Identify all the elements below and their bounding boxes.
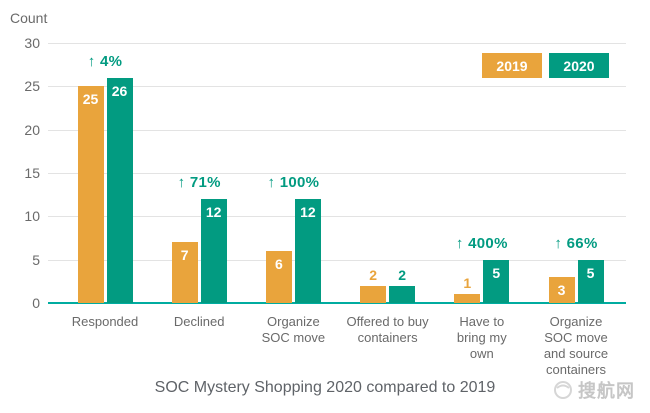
x-axis-label: Have to bring my own (456, 314, 507, 361)
x-axis-label: Organize SOC move (261, 314, 326, 345)
y-tick-label: 20 (24, 121, 40, 138)
y-tick-label: 0 (32, 295, 40, 311)
bar-2019 (171, 242, 198, 303)
grid-line (48, 173, 626, 174)
chart-title: SOC Mystery Shopping 2020 compared to 20… (154, 379, 496, 396)
x-axis-label: Offered to buy containers (346, 314, 429, 345)
legend-item-2019: 2019 (482, 53, 542, 78)
y-tick-label: 15 (24, 165, 40, 181)
y-tick-label: 10 (24, 208, 40, 225)
bar-2020 (200, 199, 227, 303)
bar-value-label: 5 (586, 264, 595, 281)
bar-2020 (577, 259, 604, 303)
y-tick-label: 25 (24, 78, 40, 95)
pct-change-annotation: ↑ 66% (554, 234, 598, 252)
x-axis-label: Organize SOC move and source containers (543, 314, 609, 377)
bar-value-label: 5 (492, 264, 501, 281)
bar-2019 (548, 277, 575, 303)
bar-2019 (360, 285, 387, 303)
grid-line (48, 216, 626, 218)
bar-2020 (389, 285, 416, 303)
x-axis-label: Declined (173, 314, 225, 329)
bar-value-label: 1 (463, 275, 472, 292)
bar-value-label: 26 (111, 82, 128, 99)
pct-change-annotation: ↑ 4% (87, 52, 123, 70)
bar-value-label: 12 (300, 204, 316, 220)
bar-2019 (265, 251, 292, 303)
pct-change-annotation: ↑ 71% (177, 174, 221, 191)
legend-item-2020: 2020 (549, 53, 609, 78)
y-axis-title: Count (10, 10, 48, 26)
bar-value-label: 2 (398, 266, 406, 283)
y-tick-label: 5 (32, 251, 40, 268)
bar-value-label: 12 (205, 204, 222, 220)
bar-2019 (454, 294, 481, 303)
pct-change-annotation: ↑ 400% (455, 234, 508, 252)
grid-line (48, 86, 626, 88)
watermark-text: 搜航网 (578, 381, 635, 401)
bar-value-label: 3 (557, 282, 566, 298)
x-axis-line (48, 302, 626, 304)
bar-2020 (106, 77, 133, 303)
grid-line (48, 129, 626, 131)
bar-value-label: 6 (274, 256, 283, 272)
grid-line (48, 43, 626, 44)
bar-value-label: 2 (369, 266, 377, 283)
bar-2020 (483, 259, 510, 303)
bar-2019 (77, 86, 104, 303)
watermark-logo-icon (554, 381, 572, 399)
watermark: 搜航网 (552, 377, 635, 403)
bar-value-label: 25 (82, 91, 99, 108)
pct-change-annotation: ↑ 100% (267, 174, 320, 191)
y-tick-label: 30 (24, 35, 40, 51)
x-axis-label: Responded (71, 314, 139, 329)
bar-2020 (294, 199, 321, 303)
bar-value-label: 7 (180, 247, 189, 264)
grid-line (48, 259, 626, 261)
